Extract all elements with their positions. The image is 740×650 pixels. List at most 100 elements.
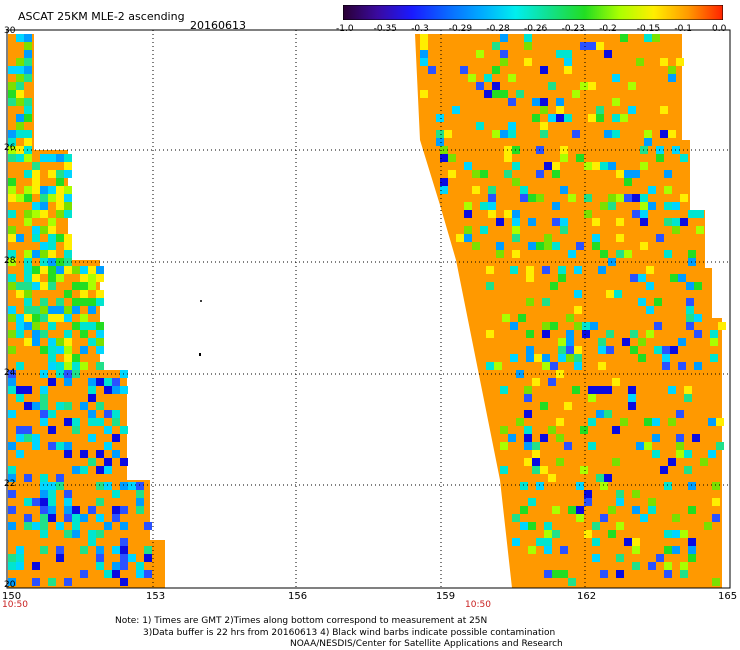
data-cell xyxy=(548,426,556,434)
data-cell xyxy=(500,130,508,138)
data-cell xyxy=(512,538,520,546)
data-cell xyxy=(680,154,688,162)
data-cell xyxy=(16,546,24,554)
data-cell xyxy=(56,170,64,178)
data-cell xyxy=(80,266,88,274)
data-cell xyxy=(612,458,620,466)
data-cell xyxy=(16,234,24,242)
data-cell xyxy=(580,466,588,474)
data-cell xyxy=(8,346,16,354)
data-cell xyxy=(676,58,684,66)
data-cell xyxy=(16,554,24,562)
data-cell xyxy=(600,514,608,522)
data-cell xyxy=(592,242,600,250)
data-cell xyxy=(708,418,716,426)
data-cell xyxy=(464,234,472,242)
data-cell xyxy=(604,130,612,138)
data-cell xyxy=(524,442,532,450)
data-cell xyxy=(644,130,652,138)
data-cell xyxy=(24,298,32,306)
data-cell xyxy=(452,106,460,114)
data-cell xyxy=(8,98,16,106)
data-cell xyxy=(136,498,144,506)
data-cell xyxy=(524,434,532,442)
data-cell xyxy=(486,330,494,338)
data-cell xyxy=(684,394,692,402)
data-cell xyxy=(582,322,590,330)
data-cell xyxy=(104,482,112,490)
data-cell xyxy=(24,314,32,322)
data-cell xyxy=(648,202,656,210)
data-cell xyxy=(510,354,518,362)
data-cell xyxy=(568,506,576,514)
data-cell xyxy=(96,298,104,306)
data-cell xyxy=(600,570,608,578)
data-cell xyxy=(72,530,80,538)
data-cell xyxy=(16,66,24,74)
data-cell xyxy=(596,474,604,482)
data-cell xyxy=(718,322,726,330)
data-cell xyxy=(528,546,536,554)
data-cell xyxy=(8,562,16,570)
data-cell xyxy=(96,530,104,538)
data-cell xyxy=(672,530,680,538)
data-cell xyxy=(136,482,144,490)
data-cell xyxy=(32,226,40,234)
data-cell xyxy=(48,282,56,290)
data-cell xyxy=(532,114,540,122)
data-cell xyxy=(664,530,672,538)
data-cell xyxy=(696,210,704,218)
data-cell xyxy=(16,450,24,458)
data-cell xyxy=(72,514,80,522)
data-cell xyxy=(8,90,16,98)
data-cell xyxy=(24,290,32,298)
data-cell xyxy=(16,426,24,434)
data-cell xyxy=(448,170,456,178)
data-cell xyxy=(712,514,720,522)
data-cell xyxy=(72,522,80,530)
data-cell xyxy=(628,82,636,90)
data-cell xyxy=(542,354,550,362)
data-cell xyxy=(560,226,568,234)
data-cell xyxy=(648,506,656,514)
data-cell xyxy=(56,402,64,410)
data-cell xyxy=(136,506,144,514)
data-cell xyxy=(608,194,616,202)
data-cell xyxy=(120,578,128,586)
data-cell xyxy=(40,226,48,234)
data-cell xyxy=(64,442,72,450)
data-cell xyxy=(48,242,56,250)
data-cell xyxy=(24,42,32,50)
data-cell xyxy=(598,338,606,346)
data-cell xyxy=(488,202,496,210)
data-cell xyxy=(8,194,16,202)
data-cell xyxy=(676,442,684,450)
data-cell xyxy=(492,82,500,90)
data-cell xyxy=(596,410,604,418)
data-cell xyxy=(568,578,576,586)
data-cell xyxy=(664,562,672,570)
data-cell xyxy=(16,122,24,130)
data-cell xyxy=(88,386,96,394)
data-cell xyxy=(64,506,72,514)
data-cell xyxy=(672,514,680,522)
data-cell xyxy=(24,138,32,146)
footer-note-line1: Note: 1) Times are GMT 2)Times along bot… xyxy=(115,616,488,626)
data-cell xyxy=(64,242,72,250)
data-cell xyxy=(652,34,660,42)
data-cell xyxy=(456,234,464,242)
data-cell xyxy=(48,266,56,274)
data-cell xyxy=(630,346,638,354)
data-cell xyxy=(24,106,32,114)
data-cell xyxy=(604,474,612,482)
data-cell xyxy=(64,346,72,354)
data-cell xyxy=(64,338,72,346)
data-cell xyxy=(80,346,88,354)
data-cell xyxy=(32,178,40,186)
data-cell xyxy=(574,346,582,354)
data-cell xyxy=(560,570,568,578)
data-cell xyxy=(24,210,32,218)
data-cell xyxy=(96,322,104,330)
data-cell xyxy=(24,474,32,482)
data-cell xyxy=(710,330,718,338)
